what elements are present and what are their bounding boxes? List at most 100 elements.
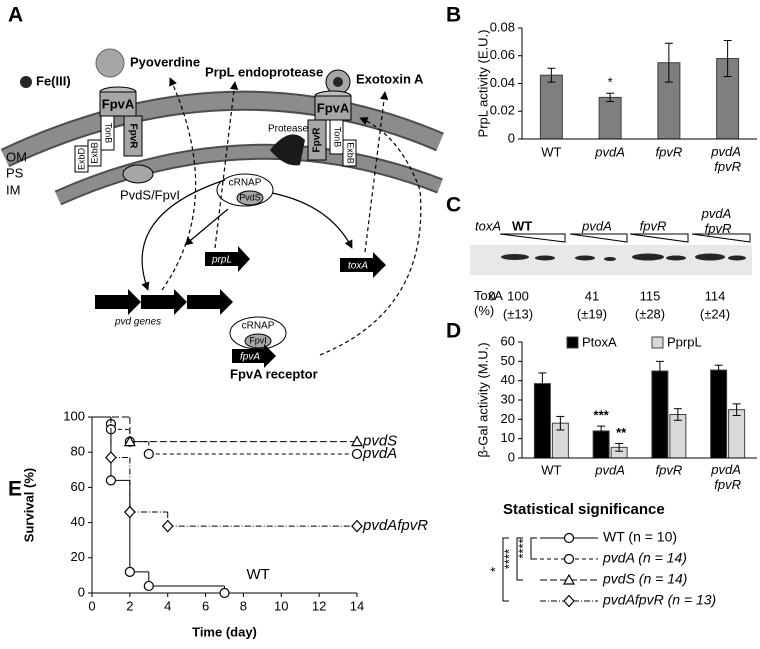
bar <box>598 96 622 140</box>
y-axis-label: PrpL activity (E.U.) <box>475 30 490 138</box>
iron-label: Fe(III) <box>36 73 71 88</box>
x-tick-label: 0 <box>88 598 95 613</box>
y-axis-label: Survival (%) <box>21 468 36 542</box>
marker <box>563 553 575 565</box>
x-tick-label: pvdA fpvR <box>710 462 744 492</box>
protein-box <box>342 139 357 167</box>
marker <box>143 448 154 460</box>
pyoverdine-label: Pyoverdine <box>130 54 200 69</box>
x-tick-label: 2 <box>126 598 133 613</box>
band <box>575 255 595 261</box>
gene-arrow <box>205 246 250 272</box>
iron-icon <box>20 76 32 88</box>
y-tick-label: 80 <box>71 444 85 459</box>
y-tick-label: 30 <box>501 391 515 406</box>
x-tick-label: 4 <box>164 598 171 613</box>
strain-label: WT <box>512 218 532 233</box>
arrow <box>141 179 226 291</box>
legend-label: PprpL <box>667 334 702 349</box>
y-tick-label: 100 <box>63 408 85 423</box>
marker <box>563 594 575 608</box>
marker <box>563 532 575 544</box>
gene-label: pvd genes <box>114 317 161 328</box>
prpl-label: PrpL endoprotease <box>205 64 323 79</box>
marker <box>219 587 230 599</box>
marker <box>105 451 117 464</box>
exotoxin-label: Exotoxin A <box>356 71 424 86</box>
arrow <box>364 91 389 253</box>
protein-box <box>100 115 115 151</box>
layer-label: IM <box>6 182 20 197</box>
marker <box>124 505 136 519</box>
sigma-label: PvdS/FpvI <box>120 187 180 202</box>
outer-membrane-fill <box>1 92 444 166</box>
panel-label: D <box>446 320 461 343</box>
y-tick-label: 0.06 <box>490 47 515 62</box>
polymerase-label: cRNAP <box>242 321 275 332</box>
annotation: ** <box>616 425 627 440</box>
strain-label: fpvR <box>640 218 667 233</box>
protein-box <box>329 119 344 155</box>
significance-bracket <box>502 537 509 602</box>
gene-arrow <box>340 252 386 278</box>
y-tick-label: 60 <box>501 333 515 348</box>
protein-label: ExbD <box>76 147 86 170</box>
y-tick-label: 20 <box>71 549 85 564</box>
x-axis-label: Time (day) <box>192 624 257 639</box>
marker <box>143 580 154 592</box>
marker <box>351 448 363 460</box>
sigma-factor <box>236 190 264 206</box>
sigma-label: FpvI <box>249 335 267 345</box>
gene-label: toxA <box>348 261 368 272</box>
significance-label: **** <box>515 538 530 558</box>
band <box>604 257 616 261</box>
x-tick-label: pvdA fpvR <box>710 144 744 174</box>
blot-value: 115 <box>640 288 661 303</box>
legend-swatch <box>566 336 579 349</box>
y-tick-label: 0 <box>78 584 85 599</box>
significance-label: * <box>487 567 502 572</box>
pyoverdine-icon <box>95 48 125 78</box>
dilution-wedge <box>691 233 751 243</box>
gene-label: fpvA <box>240 352 260 363</box>
annotation: * <box>608 75 613 90</box>
band <box>695 253 725 261</box>
strain-label: pvdA fpvR <box>701 206 735 236</box>
receptor <box>99 91 137 117</box>
band <box>501 254 529 260</box>
annotation: *** <box>594 408 610 423</box>
bar <box>728 409 746 459</box>
y-tick-label: 0 <box>508 130 515 145</box>
protein-box <box>307 119 327 161</box>
marker <box>124 566 135 577</box>
gene-arrow <box>141 289 187 315</box>
bar <box>533 383 551 459</box>
blot: toxA WT pvdA fpvR pvdA fpvR ToxA (%) 0 1… <box>470 206 752 321</box>
protein-label: ExbB <box>89 142 99 164</box>
marker <box>161 519 174 533</box>
legend-title: Statistical significance <box>503 501 665 518</box>
protein-label: FpvR <box>127 124 138 150</box>
panel-label: C <box>446 194 461 217</box>
panel-label: B <box>446 4 461 27</box>
panel-label: E <box>8 478 22 501</box>
x-tick-label: 6 <box>202 598 209 613</box>
y-tick-label: 20 <box>501 411 515 426</box>
x-tick-label: 14 <box>350 598 364 613</box>
bar <box>539 74 563 140</box>
exotoxin-icon <box>333 77 343 87</box>
protein-label: ExbB <box>346 142 356 164</box>
receptor-label: FpvA <box>317 100 350 115</box>
x-tick-label: 10 <box>274 598 288 613</box>
x-tick-label: pvdA <box>594 462 625 477</box>
blot-value: 100 <box>507 288 529 303</box>
arrow <box>161 77 197 291</box>
arrow <box>184 208 229 246</box>
legend-label: PtoxA <box>582 334 617 349</box>
marker <box>350 435 364 447</box>
band <box>666 255 686 261</box>
sigma-label: PvdS <box>239 192 261 202</box>
y-tick-label: 40 <box>501 372 515 387</box>
strain-label: pvdA <box>581 218 612 233</box>
